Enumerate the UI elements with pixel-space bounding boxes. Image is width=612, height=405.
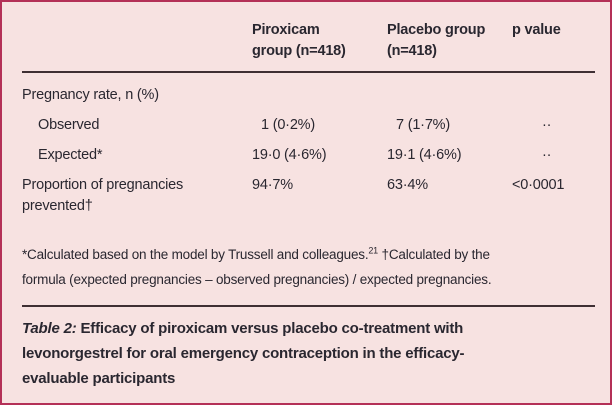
row-label: Pregnancy rate, n (%) [22, 86, 159, 103]
table-header-row: Piroxicam group (n=418) Placebo group (n… [22, 20, 595, 62]
column-header-placebo-line1: Placebo group [387, 22, 486, 38]
column-header-placebo: Placebo group (n=418) [387, 20, 512, 62]
cell-placebo: 7 (1·7%) [396, 116, 450, 133]
cell-pvalue: ·· [542, 116, 552, 133]
table-row-proportion-prevented: Proportion of pregnancies prevented† 94·… [22, 170, 595, 221]
footnote-text-1: *Calculated based on the model by Trusse… [22, 247, 369, 262]
table-caption: Table 2: Efficacy of piroxicam versus pl… [22, 316, 595, 391]
table-row-pregnancy-rate: Pregnancy rate, n (%) [22, 80, 595, 110]
column-header-piroxicam-line1: Piroxicam [252, 22, 320, 38]
column-header-piroxicam: Piroxicam group (n=418) [252, 20, 387, 62]
row-label: Proportion of pregnancies prevented† [22, 176, 184, 214]
row-label: Expected* [38, 146, 103, 163]
footnote-text-3: formula (expected pregnancies – observed… [22, 272, 492, 287]
table-caption-line3: evaluable participants [22, 370, 176, 387]
column-header-empty [22, 20, 252, 62]
cell-piroxicam: 94·7% [252, 176, 293, 193]
cell-placebo: 63·4% [387, 176, 428, 193]
cell-pvalue: ·· [542, 146, 552, 163]
table-row-observed: Observed 1 (0·2%) 7 (1·7%) ·· [22, 110, 595, 140]
cell-piroxicam [252, 85, 387, 106]
table-caption-label: Table 2: [22, 320, 77, 337]
caption-rule [22, 305, 595, 307]
column-header-piroxicam-line2: group (n=418) [252, 43, 346, 59]
column-header-pvalue: p value [512, 22, 561, 38]
footnote-text-2: †Calculated by the [378, 247, 490, 262]
cell-pvalue: <0·0001 [512, 176, 565, 193]
cell-placebo [387, 85, 512, 106]
table-row-expected: Expected* 19·0 (4·6%) 19·1 (4·6%) ·· [22, 140, 595, 170]
table-caption-line1: Efficacy of piroxicam versus placebo co-… [80, 320, 464, 337]
cell-placebo: 19·1 (4·6%) [387, 146, 462, 163]
reference-superscript: 21 [368, 245, 378, 256]
cell-piroxicam: 19·0 (4·6%) [252, 146, 327, 163]
row-label: Observed [38, 116, 100, 133]
table-footnote: *Calculated based on the model by Trusse… [22, 242, 595, 292]
cell-pvalue [512, 85, 595, 106]
header-rule [22, 71, 595, 73]
column-header-placebo-line2: (n=418) [387, 43, 437, 59]
table-caption-line2: levonorgestrel for oral emergency contra… [22, 345, 465, 362]
cell-piroxicam: 1 (0·2%) [261, 116, 315, 133]
